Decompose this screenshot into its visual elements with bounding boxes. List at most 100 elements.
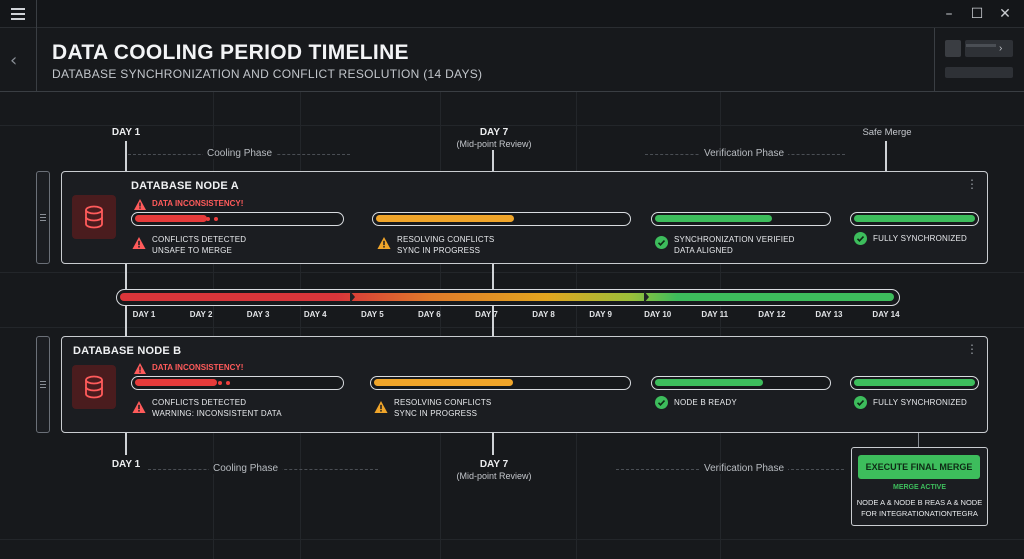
node-b-stage2-track (370, 376, 631, 390)
back-chevron-icon[interactable]: ‹ (10, 50, 18, 71)
node-b-stage2-fill (374, 379, 513, 386)
timeline-day-label: DAY 5 (360, 310, 384, 319)
node-b-stage4-status: FULLY SYNCHRONIZED (873, 398, 967, 407)
bottom-day1-label: DAY 1 (111, 459, 141, 470)
grid-line (0, 125, 1024, 126)
top-day7-label: DAY 7 (479, 127, 509, 138)
close-icon[interactable]: ✕ (999, 6, 1011, 22)
merge-status: MERGE ACTIVE (892, 484, 947, 491)
execute-final-merge-button[interactable]: EXECUTE FINAL MERGE (858, 455, 980, 479)
panel-bar (966, 44, 996, 47)
node-a-more-icon[interactable]: ⋮ (966, 177, 978, 191)
panel-dropdown[interactable] (945, 67, 1013, 78)
node-a-stage4-track (850, 212, 979, 226)
grid-line (300, 92, 301, 559)
node-b-stage4-fill (854, 379, 975, 386)
right-panel-divider (934, 28, 935, 92)
timeline-day-label: DAY 10 (644, 310, 672, 319)
node-a-stage2-status: RESOLVING CONFLICTS SYNC IN PROGRESS (397, 235, 495, 255)
header-divider (0, 91, 1024, 92)
safe-merge-marker-line (885, 141, 887, 171)
warning-icon (134, 361, 146, 379)
node-b-more-icon[interactable]: ⋮ (966, 342, 978, 356)
window-titlebar (0, 0, 1024, 28)
grid-line (0, 272, 1024, 273)
phase-arrow-icon (350, 291, 355, 303)
node-a-stage2-track (372, 212, 631, 226)
database-icon (72, 195, 116, 239)
minimize-icon[interactable]: – (945, 6, 953, 22)
page-title: DATA COOLING PERIOD TIMELINE (52, 41, 409, 64)
grid-line (0, 539, 1024, 540)
grid-line (440, 92, 441, 559)
node-a-stage1-status: CONFLICTS DETECTED UNSAFE TO MERGE (152, 235, 247, 255)
node-a-stage1-dot (214, 217, 218, 221)
node-b-stage3-fill (655, 379, 763, 386)
node-a-drag-handle[interactable] (36, 171, 50, 264)
grid-line (0, 327, 1024, 328)
timeline-day-label: DAY 4 (303, 310, 327, 319)
node-a-stage2-fill (376, 215, 514, 222)
maximize-icon[interactable]: ☐ (970, 6, 984, 22)
check-circle-icon (854, 396, 867, 414)
check-circle-icon (655, 236, 668, 254)
timeline-day-label: DAY 12 (758, 310, 786, 319)
grid-line (576, 92, 577, 559)
node-b-stage2-status: RESOLVING CONFLICTS SYNC IN PROGRESS (394, 398, 492, 418)
database-icon (72, 365, 116, 409)
merge-description: NODE A & NODE B REAS A & NODE FOR INTEGRA… (856, 498, 983, 518)
warning-icon (132, 236, 146, 254)
node-b-stage1-dot (226, 381, 230, 385)
grid-line (720, 92, 721, 559)
check-circle-icon (854, 232, 867, 250)
node-b-stage1-fill (135, 379, 217, 386)
timeline-day-label: DAY 11 (701, 310, 729, 319)
warning-icon (374, 400, 388, 418)
left-divider (36, 0, 37, 92)
timeline-day-label: DAY 1 (132, 310, 156, 319)
top-day1-label: DAY 1 (111, 127, 141, 138)
timeline-day-label: DAY 13 (815, 310, 843, 319)
panel-thumbnail[interactable] (945, 40, 961, 57)
node-b-stage4-track (850, 376, 979, 390)
node-b-alert: DATA INCONSISTENCY! (152, 363, 244, 372)
safe-merge-label: Safe Merge (862, 127, 912, 138)
panel-next-button[interactable]: › (965, 40, 1013, 57)
node-a-stage1-fill (135, 215, 207, 222)
node-a-stage1-dot (206, 217, 210, 221)
bottom-cooling-phase-label: Cooling Phase (209, 463, 283, 474)
timeline-day-label: DAY 8 (532, 310, 555, 319)
node-b-stage1-track (131, 376, 344, 390)
page-subtitle: DATABASE SYNCHRONIZATION AND CONFLICT RE… (52, 67, 483, 81)
grid-line (213, 92, 214, 559)
node-a-stage3-fill (655, 215, 772, 222)
top-day7-sub: (Mid-point Review) (456, 139, 532, 149)
phase-arrow-icon (644, 291, 649, 303)
node-a-stage4-status: FULLY SYNCHRONIZED (873, 234, 967, 243)
warning-icon (377, 236, 391, 254)
node-a-alert: DATA INCONSISTENCY! (152, 199, 244, 208)
node-b-stage1-status: CONFLICTS DETECTED WARNING: INCONSISTENT … (152, 398, 282, 418)
timeline-day-label: DAY 2 (189, 310, 213, 319)
timeline-day-label: DAY 6 (418, 310, 441, 319)
node-b-stage3-track (651, 376, 831, 390)
node-b-stage1-dot (218, 381, 222, 385)
main-timeline-track (116, 289, 900, 306)
top-verification-phase-label: Verification Phase (700, 148, 789, 159)
main-timeline-fill (120, 293, 894, 301)
top-cooling-phase-label: Cooling Phase (203, 148, 277, 159)
node-b-title: DATABASE NODE B (73, 345, 182, 357)
node-b-drag-handle[interactable] (36, 336, 50, 433)
node-b-stage3-status: NODE B READY (674, 398, 737, 407)
bottom-verification-phase-label: Verification Phase (700, 463, 789, 474)
node-a-stage3-status: SYNCHRONIZATION VERIFIED DATA ALIGNED (674, 235, 795, 255)
node-a-stage3-track (651, 212, 831, 226)
bottom-day7-sub: (Mid-point Review) (456, 471, 532, 481)
warning-icon (134, 197, 146, 215)
warning-icon (132, 400, 146, 418)
hamburger-icon[interactable] (11, 8, 25, 20)
merge-connector (918, 433, 919, 449)
timeline-day-label: DAY 9 (589, 310, 612, 319)
check-circle-icon (655, 396, 668, 414)
node-a-title: DATABASE NODE A (131, 180, 239, 192)
